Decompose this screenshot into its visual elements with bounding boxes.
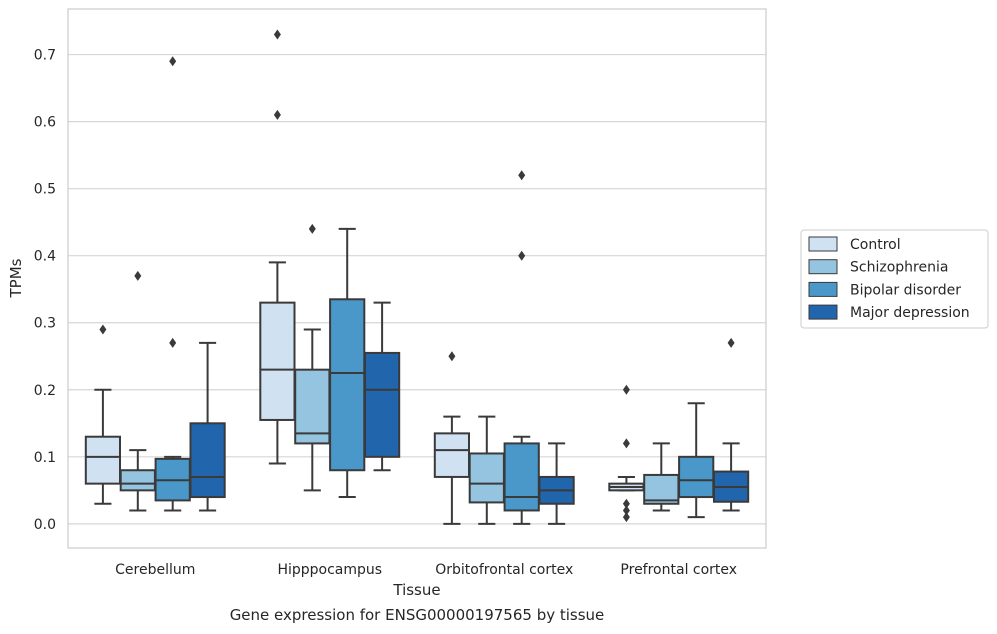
box-iqr — [259, 301, 296, 421]
box-schizophrenia — [643, 442, 680, 512]
box-iqr — [329, 298, 366, 472]
x-tick-label: Cerebellum — [115, 562, 195, 578]
box-major-depression — [538, 442, 575, 525]
legend-label: Schizophrenia — [850, 260, 948, 276]
legend-swatch — [808, 304, 838, 320]
legend-label: Major depression — [850, 305, 970, 321]
outlier-point — [622, 505, 630, 516]
box-schizophrenia — [119, 270, 156, 512]
legend-swatch — [808, 236, 838, 252]
box-iqr — [363, 351, 401, 458]
box-major-depression — [712, 337, 750, 512]
outlier-point — [622, 384, 630, 395]
y-tick-label: 0.3 — [34, 316, 56, 332]
box-bipolar-disorder — [329, 227, 366, 499]
box-iqr — [503, 442, 540, 512]
legend-swatch — [808, 259, 838, 275]
legend-frame — [800, 229, 989, 329]
y-tick-label: 0.0 — [34, 517, 56, 533]
box-iqr — [84, 435, 122, 485]
outlier-point — [622, 498, 630, 509]
x-tick-label: Prefrontal cortex — [620, 562, 737, 578]
outlier-point — [169, 337, 177, 348]
box-iqr — [294, 368, 331, 445]
outlier-point — [622, 512, 630, 523]
legend-label: Control — [850, 237, 901, 253]
box-schizophrenia — [468, 415, 505, 525]
outlier-point — [273, 29, 281, 40]
box-bipolar-disorder — [154, 56, 191, 512]
box-control — [433, 351, 471, 525]
box-bipolar-disorder — [503, 170, 540, 525]
outlier-point — [727, 337, 735, 348]
legend-swatch — [808, 281, 838, 297]
figure-caption: Gene expression for ENSG00000197565 by t… — [229, 606, 605, 624]
y-tick-label: 0.6 — [34, 115, 56, 131]
box-control — [608, 384, 645, 523]
x-tick-label: Orbitofrontal cortex — [435, 562, 573, 578]
box-schizophrenia — [294, 223, 331, 492]
outlier-point — [99, 324, 107, 335]
y-tick-label: 0.7 — [34, 48, 56, 64]
outlier-point — [134, 270, 142, 281]
y-axis-label: TPMs — [7, 258, 25, 298]
y-tick-labels: 0.0 0.1 0.2 0.3 0.4 0.5 0.6 0.7 — [34, 48, 56, 533]
y-tick-label: 0.4 — [34, 249, 56, 265]
box-iqr — [189, 422, 226, 499]
plot-frame — [67, 8, 767, 549]
box-iqr — [678, 455, 715, 499]
outlier-point — [308, 223, 316, 234]
box-groups — [84, 29, 750, 525]
x-axis-label: Tissue — [392, 581, 440, 599]
y-tick-label: 0.1 — [34, 450, 56, 466]
outlier-point — [518, 250, 526, 261]
outlier-point — [518, 170, 526, 181]
y-tick-label: 0.5 — [34, 182, 56, 198]
gridlines — [68, 53, 766, 525]
legend-label: Bipolar disorder — [850, 282, 961, 298]
outlier-point — [273, 109, 281, 120]
box-control — [259, 29, 296, 465]
box-control — [84, 324, 122, 505]
outlier-point — [448, 351, 456, 362]
box-major-depression — [363, 301, 401, 472]
y-tick-label: 0.2 — [34, 383, 56, 399]
x-tick-label: Hipppocampus — [277, 562, 382, 578]
box-bipolar-disorder — [678, 402, 715, 519]
box-iqr — [643, 473, 680, 505]
box-iqr — [433, 432, 471, 478]
outlier-point — [169, 56, 177, 67]
x-tick-labels: Cerebellum Hipppocampus Orbitofrontal cort… — [115, 562, 737, 578]
box-iqr — [468, 452, 505, 504]
outlier-point — [622, 438, 630, 449]
box-iqr — [119, 469, 156, 492]
box-major-depression — [189, 341, 226, 512]
legend: Control Schizophrenia Bipolar disorder Majo… — [800, 229, 989, 329]
